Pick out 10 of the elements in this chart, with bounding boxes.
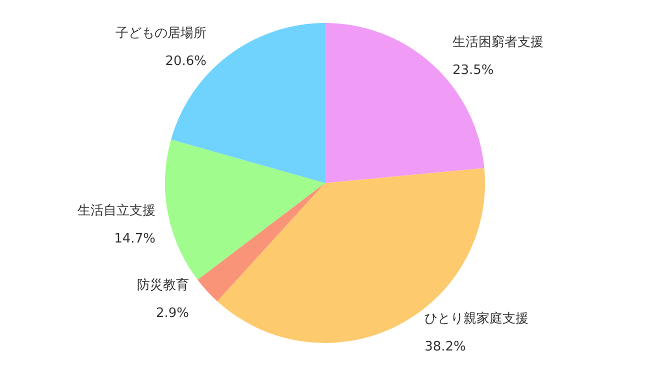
data-label: 20.6% [165,54,207,70]
slice-label: ひとり親家庭支援 [424,310,529,326]
data-label: 23.5% [452,63,494,78]
slice-label: 生活自立支援 [77,202,156,219]
slice-label: 生活困窮者支援 [452,34,544,50]
data-label: 14.7% [114,232,156,247]
slice-label: 子どもの居場所 [116,26,207,42]
data-label: 2.9% [156,306,190,321]
data-label: 38.2% [424,339,466,354]
slice-label: 防災教育 [137,276,190,293]
